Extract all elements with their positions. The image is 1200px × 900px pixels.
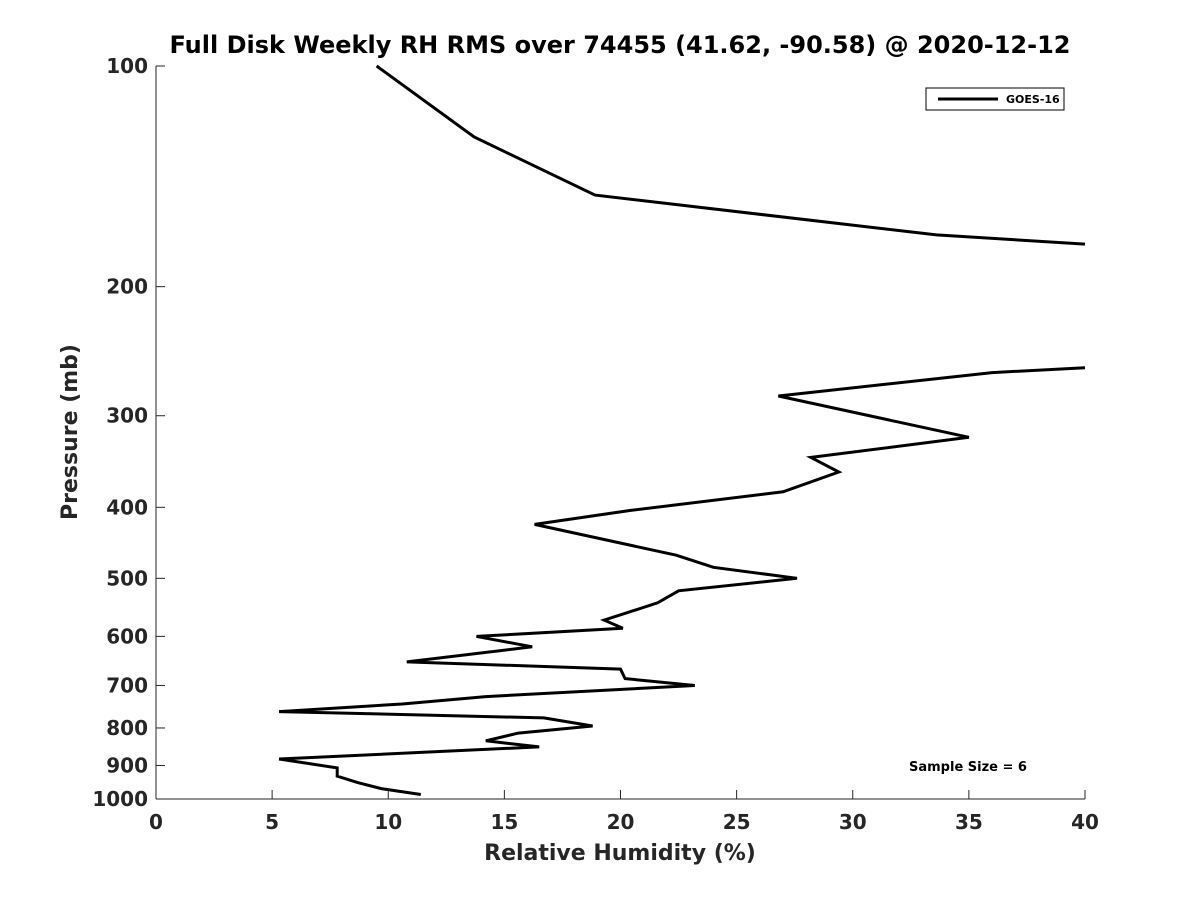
y-tick-label: 200 — [106, 275, 148, 299]
y-tick-label: 400 — [106, 495, 148, 519]
y-tick-label: 700 — [106, 673, 148, 697]
x-tick-label: 25 — [723, 810, 751, 834]
sample-size-annotation: Sample Size = 6 — [909, 760, 1027, 775]
y-tick-label: 600 — [106, 624, 148, 648]
x-tick-label: 0 — [149, 810, 163, 834]
x-tick-label: 20 — [607, 810, 635, 834]
x-tick-label: 30 — [839, 810, 867, 834]
series-line-goes-16-segment-1 — [375, 64, 1086, 246]
series-layer — [278, 64, 1086, 796]
x-tick-label: 10 — [374, 810, 402, 834]
y-tick-label: 1000 — [92, 787, 148, 811]
legend: GOES-16 — [925, 87, 1065, 111]
y-tick-label: 500 — [106, 566, 148, 590]
y-axis-label: Pressure (mb) — [58, 344, 83, 520]
chart-title: Full Disk Weekly RH RMS over 74455 (41.6… — [169, 31, 1070, 59]
series-line-goes-16-segment-2 — [278, 366, 1086, 796]
legend-label-goes-16: GOES-16 — [1006, 93, 1060, 106]
y-tick-label: 900 — [106, 753, 148, 777]
x-tick-label: 15 — [490, 810, 518, 834]
x-axis-label: Relative Humidity (%) — [484, 841, 756, 866]
x-tick-label: 5 — [265, 810, 279, 834]
y-tick-label: 300 — [106, 404, 148, 428]
x-tick-label: 40 — [1071, 810, 1099, 834]
y-tick-label: 100 — [106, 54, 148, 78]
x-tick-label: 35 — [955, 810, 983, 834]
ticks: 0 5 10 15 20 25 30 35 40 100 200 300 400 500 600 700 800… — [92, 54, 1099, 834]
y-tick-label: 800 — [106, 716, 148, 740]
